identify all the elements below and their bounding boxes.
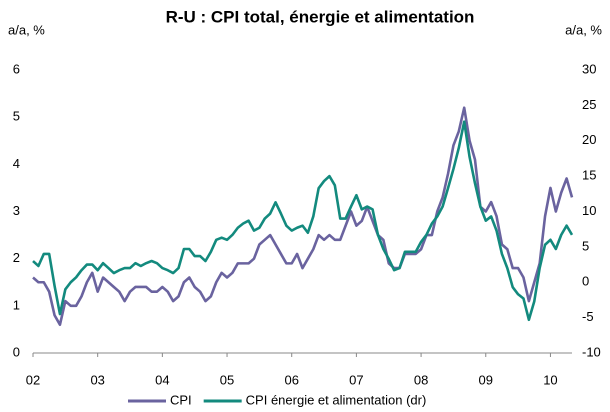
x-tick-label: 06 (284, 372, 298, 387)
legend-label: CPI (170, 392, 192, 407)
y2-axis-label: a/a, % (565, 22, 602, 37)
legend-label: CPI énergie et alimentation (dr) (246, 392, 427, 407)
y2-tick-label: 25 (582, 97, 596, 112)
y-tick-label: 1 (13, 297, 20, 312)
y-tick-label: 5 (13, 109, 20, 124)
y2-tick-label: 30 (582, 61, 596, 76)
x-tick-label: 08 (414, 372, 428, 387)
x-tick-label: 04 (155, 372, 169, 387)
y-tick-label: 2 (13, 250, 20, 265)
y2-tick-label: 10 (582, 203, 596, 218)
x-tick-label: 09 (479, 372, 493, 387)
y-tick-label: 0 (13, 344, 20, 359)
x-tick-label: 05 (220, 372, 234, 387)
series-line (32, 120, 574, 322)
y-tick-label: 3 (13, 203, 20, 218)
y2-tick-label: 15 (582, 168, 596, 183)
y-tick-label: 6 (13, 61, 20, 76)
y2-tick-label: 5 (582, 238, 589, 253)
y2-tick-label: -5 (582, 309, 594, 324)
x-tick-label: 02 (26, 372, 40, 387)
y2-tick-label: 20 (582, 132, 596, 147)
x-tick-label: 07 (349, 372, 363, 387)
x-tick-label: 03 (90, 372, 104, 387)
x-tick-label: 10 (543, 372, 557, 387)
y-axis-label: a/a, % (8, 22, 45, 37)
y2-tick-label: -10 (582, 344, 601, 359)
y2-tick-label: 0 (582, 274, 589, 289)
chart-title: R-U : CPI total, énergie et alimentation (166, 7, 475, 26)
y-tick-label: 4 (13, 156, 20, 171)
